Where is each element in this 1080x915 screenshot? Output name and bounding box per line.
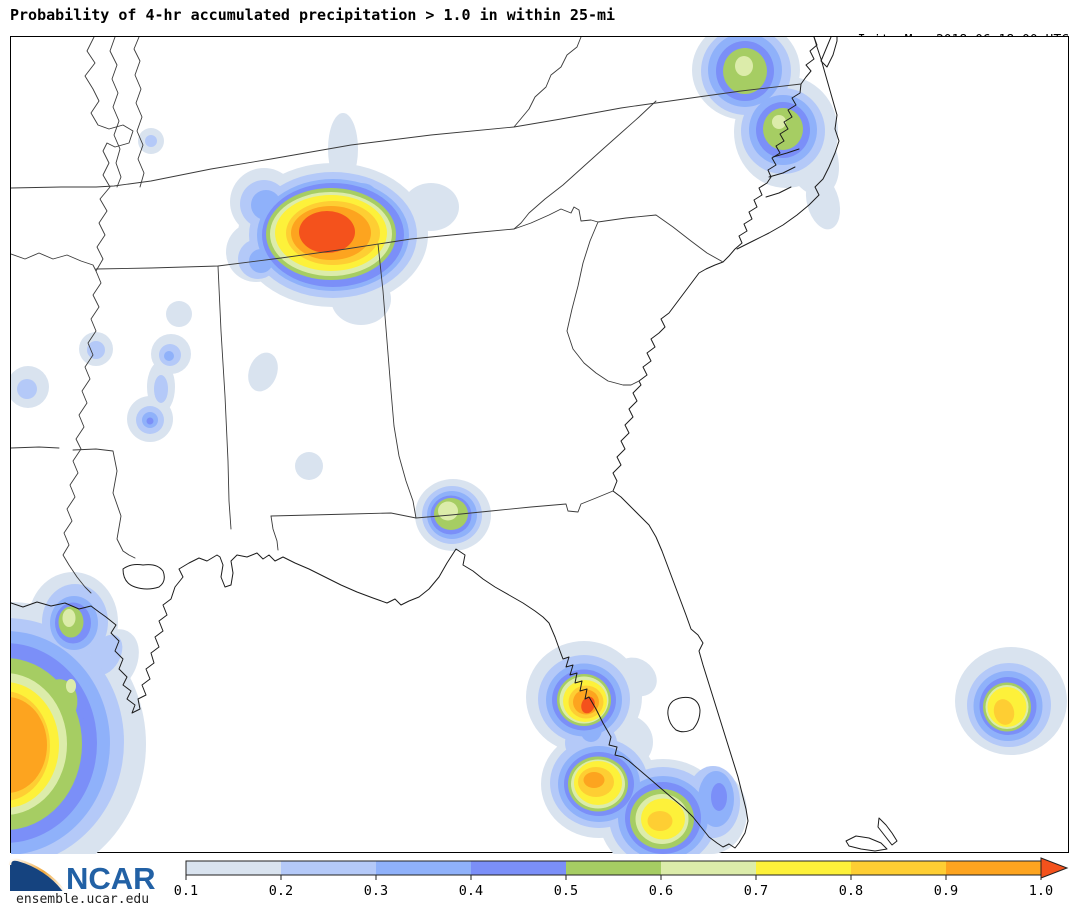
colorbar: 0.1 0.2 0.3 0.4 0.5 0.6 0.7 0.8 0.9 1.0	[172, 856, 1077, 904]
ncar-logo-swoosh	[10, 859, 64, 891]
state-borders	[11, 37, 802, 559]
ncar-logo-text: NCAR	[66, 861, 156, 893]
colorbar-segment	[281, 861, 376, 875]
colorbar-tick-label: 1.0	[1029, 883, 1053, 899]
prob-band-0.7	[11, 195, 1027, 840]
prob-band-0.5	[11, 48, 1031, 849]
colorbar-tick-label: 0.1	[174, 883, 198, 899]
colorbar-segment	[661, 861, 756, 875]
colorbar-segment	[756, 861, 851, 875]
colorbar-tick-label: 0.2	[269, 883, 293, 899]
colorbar-segment	[376, 861, 471, 875]
page-title: Probability of 4-hr accumulated precipit…	[10, 6, 616, 24]
colorbar-tick-label: 0.4	[459, 883, 483, 899]
colorbar-tick-label: 0.3	[364, 883, 388, 899]
prob-band-0.1	[11, 37, 1067, 854]
rivers	[11, 37, 145, 594]
colorbar-tick-label: 0.9	[934, 883, 958, 899]
colorbar-tick-label: 0.8	[839, 883, 863, 899]
coastline	[11, 37, 898, 852]
forecast-map	[10, 36, 1069, 854]
colorbar-tick-label: 0.5	[554, 883, 578, 899]
colorbar-tick-label: 0.6	[649, 883, 673, 899]
colorbar-segment	[566, 861, 661, 875]
prob-band-0.4	[11, 41, 1037, 854]
colorbar-segment	[946, 861, 1041, 875]
prob-band-0.2	[11, 37, 1051, 854]
site-url: ensemble.ucar.edu	[16, 892, 150, 907]
colorbar-segment	[186, 861, 281, 875]
colorbar-tick-label: 0.7	[744, 883, 768, 899]
colorbar-segment	[851, 861, 946, 875]
prob-band-0.6	[11, 56, 1029, 844]
colorbar-overflow-arrow	[1040, 857, 1069, 879]
prob-band-0.8	[11, 201, 1015, 831]
ncar-logo: NCAR	[8, 857, 176, 896]
prob-band-0.3	[11, 37, 1043, 854]
colorbar-segment	[471, 861, 566, 875]
